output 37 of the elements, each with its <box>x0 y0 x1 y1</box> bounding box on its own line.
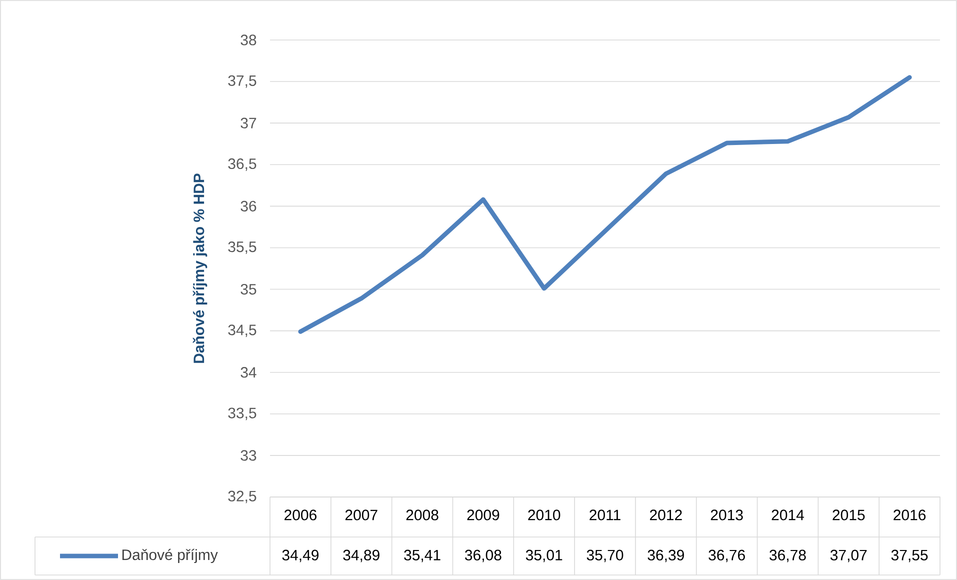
line-series <box>298 75 912 334</box>
x-tick-label: 2014 <box>772 510 804 520</box>
data-label: 34,89 <box>343 550 380 562</box>
x-tick-label: 2013 <box>710 510 743 520</box>
data-label: 37,07 <box>830 550 867 562</box>
x-tick-label: 2008 <box>406 510 438 520</box>
y-tick-label: 34 <box>240 367 256 378</box>
data-label: 36,39 <box>648 550 684 562</box>
x-tick-label: 2011 <box>590 510 620 520</box>
x-tick-label: 2012 <box>650 510 682 520</box>
y-tick-label: 34,5 <box>228 324 256 338</box>
y-tick-label: 36,5 <box>228 158 256 171</box>
y-tick-label: 37 <box>240 118 256 128</box>
y-tick-label: 33 <box>240 450 256 461</box>
y-tick-label: 38 <box>240 34 256 46</box>
data-label: 35,41 <box>404 550 440 562</box>
x-tick-label: 2009 <box>467 510 500 520</box>
data-label: 35,70 <box>586 550 624 562</box>
data-label: 36,78 <box>770 550 806 562</box>
y-tick-label: 37,5 <box>228 75 256 88</box>
y-tick-label: 32,5 <box>228 490 256 504</box>
data-label: 36,76 <box>708 550 745 562</box>
legend-label: Daňové příjmy <box>122 548 218 564</box>
x-tick-label: 2016 <box>894 510 926 520</box>
y-tick-label: 35 <box>240 284 256 295</box>
data-label: 37,55 <box>891 550 928 562</box>
data-label: 34,49 <box>282 550 319 562</box>
x-tick-label: 2007 <box>345 510 378 520</box>
data-label: 36,08 <box>464 550 502 562</box>
x-tick-label: 2015 <box>832 510 865 520</box>
x-tick-label: 2006 <box>284 510 316 520</box>
y-tick-label: 36 <box>240 200 256 212</box>
x-tick-label: 2010 <box>528 510 560 520</box>
y-axis-title: Daňové příjmy jako % HDP <box>192 174 208 363</box>
data-label: 35,01 <box>526 550 562 562</box>
y-tick-label: 33,5 <box>228 408 256 420</box>
y-tick-label: 35,5 <box>228 242 256 254</box>
